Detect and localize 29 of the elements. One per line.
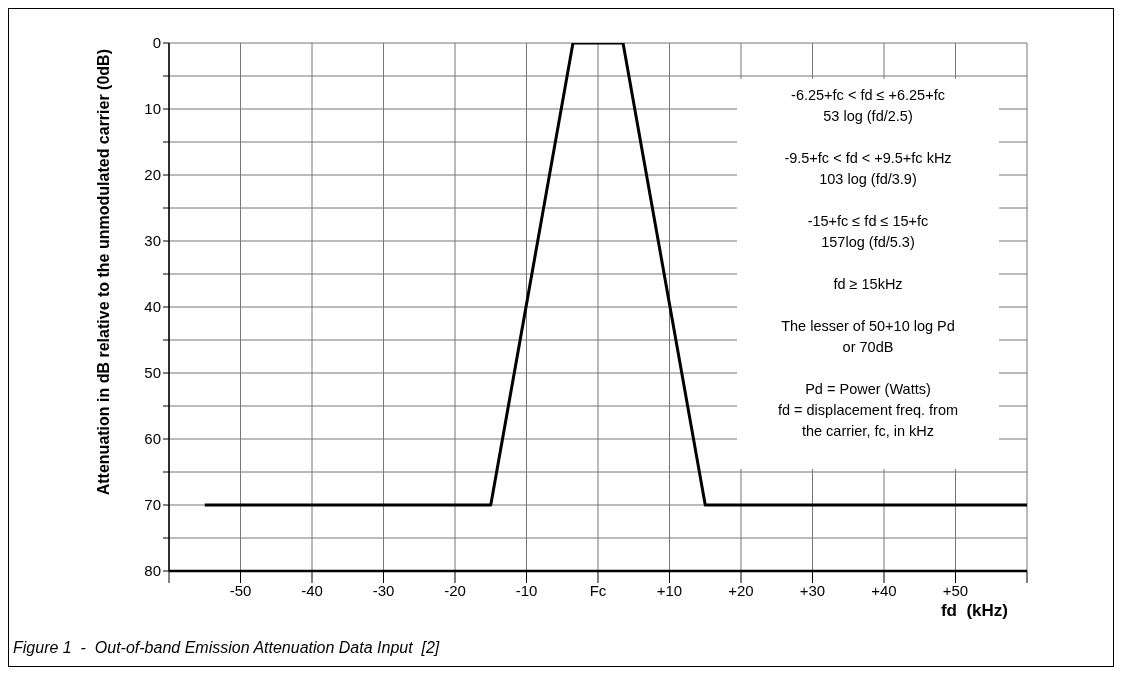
annotation: Pd = Power (Watts) fd = displacement freq. from the carrier, fc, in kHz (776, 380, 960, 441)
x-tick-label: -20 (444, 581, 466, 599)
x-tick-label: +30 (799, 581, 826, 599)
x-tick-label: -10 (515, 581, 538, 599)
y-tick-label: 60 (144, 430, 161, 448)
y-axis-title: Attenuation in dB relative to the unmodulated carrier (0dB) (94, 49, 113, 498)
x-axis-title: fd (kHz) (940, 601, 1008, 621)
y-tick-label: 80 (144, 562, 161, 580)
annotation: -15+fc ≤ fd ≤ 15+fc 157log (fd/5.3) (806, 212, 930, 252)
y-tick-label: 0 (152, 34, 161, 52)
x-tick-label: Fc (589, 581, 607, 599)
y-tick-label: 20 (144, 166, 161, 184)
y-tick-label: 70 (144, 496, 161, 514)
x-tick-label: +10 (656, 581, 683, 599)
y-tick-label: 10 (144, 100, 161, 118)
y-tick-label: 30 (144, 232, 161, 250)
y-tick-label: 40 (144, 298, 161, 316)
x-tick-label: +50 (942, 581, 969, 599)
annotation: The lesser of 50+10 log Pd or 70dB (780, 317, 956, 357)
x-tick-label: -30 (372, 581, 395, 599)
x-tick-label: -40 (301, 581, 323, 599)
x-tick-label: +20 (728, 581, 754, 599)
caption: Figure 1 - Out-of-band Emission Attenuation Data Input [2] (13, 639, 440, 657)
annotation: fd ≥ 15kHz (832, 275, 904, 294)
x-tick-label: +40 (871, 581, 897, 599)
annotation: -9.5+fc < fd < +9.5+fc kHz 103 log (fd/3.9) (783, 149, 953, 189)
annotation: -6.25+fc < fd ≤ +6.25+fc 53 log (fd/2.5) (790, 86, 946, 126)
x-tick-label: -50 (229, 581, 252, 599)
y-tick-label: 50 (144, 364, 161, 382)
